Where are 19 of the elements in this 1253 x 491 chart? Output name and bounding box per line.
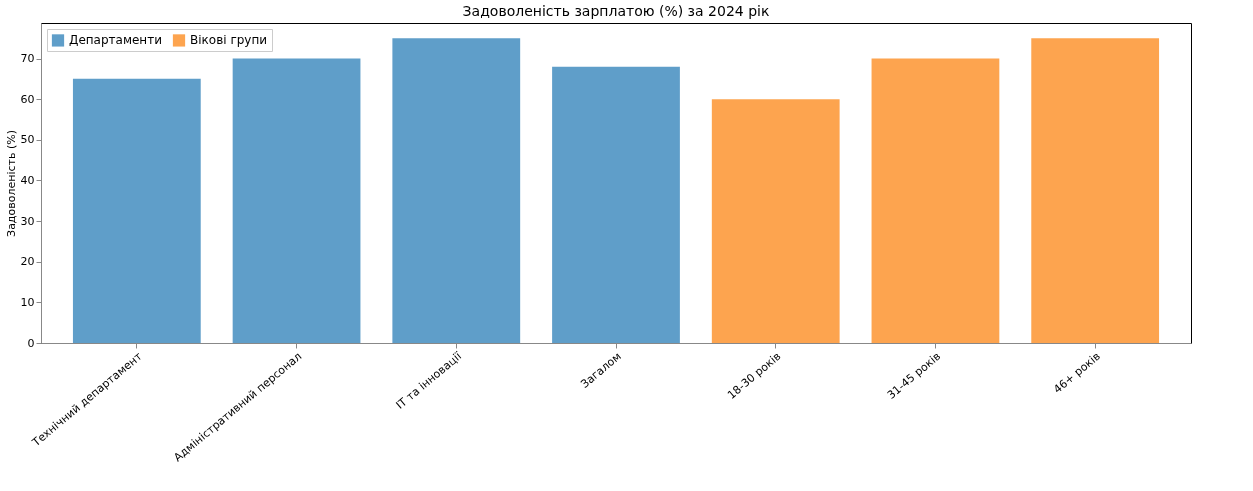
y-axis-title: Задоволеність (%) bbox=[4, 130, 18, 237]
bar bbox=[871, 58, 1000, 343]
y-tick-label: 50 bbox=[20, 133, 35, 147]
bar bbox=[72, 78, 201, 343]
y-tick-label: 30 bbox=[20, 214, 35, 228]
bar bbox=[552, 66, 680, 343]
y-tick-label: 40 bbox=[20, 173, 35, 187]
legend-label: Вікові групи bbox=[190, 33, 268, 48]
bar bbox=[711, 99, 840, 343]
chart-title: Задоволеність зарплатою (%) за 2024 рік bbox=[462, 3, 770, 19]
y-tick-label: 0 bbox=[27, 336, 35, 350]
bar bbox=[392, 38, 521, 343]
bar bbox=[232, 58, 361, 343]
y-tick-label: 60 bbox=[20, 92, 35, 106]
y-tick-label: 70 bbox=[20, 52, 35, 66]
legend-label: Департаменти bbox=[69, 33, 162, 48]
y-tick-label: 10 bbox=[20, 295, 35, 309]
y-tick-label: 20 bbox=[20, 255, 35, 269]
bar bbox=[1031, 38, 1160, 343]
